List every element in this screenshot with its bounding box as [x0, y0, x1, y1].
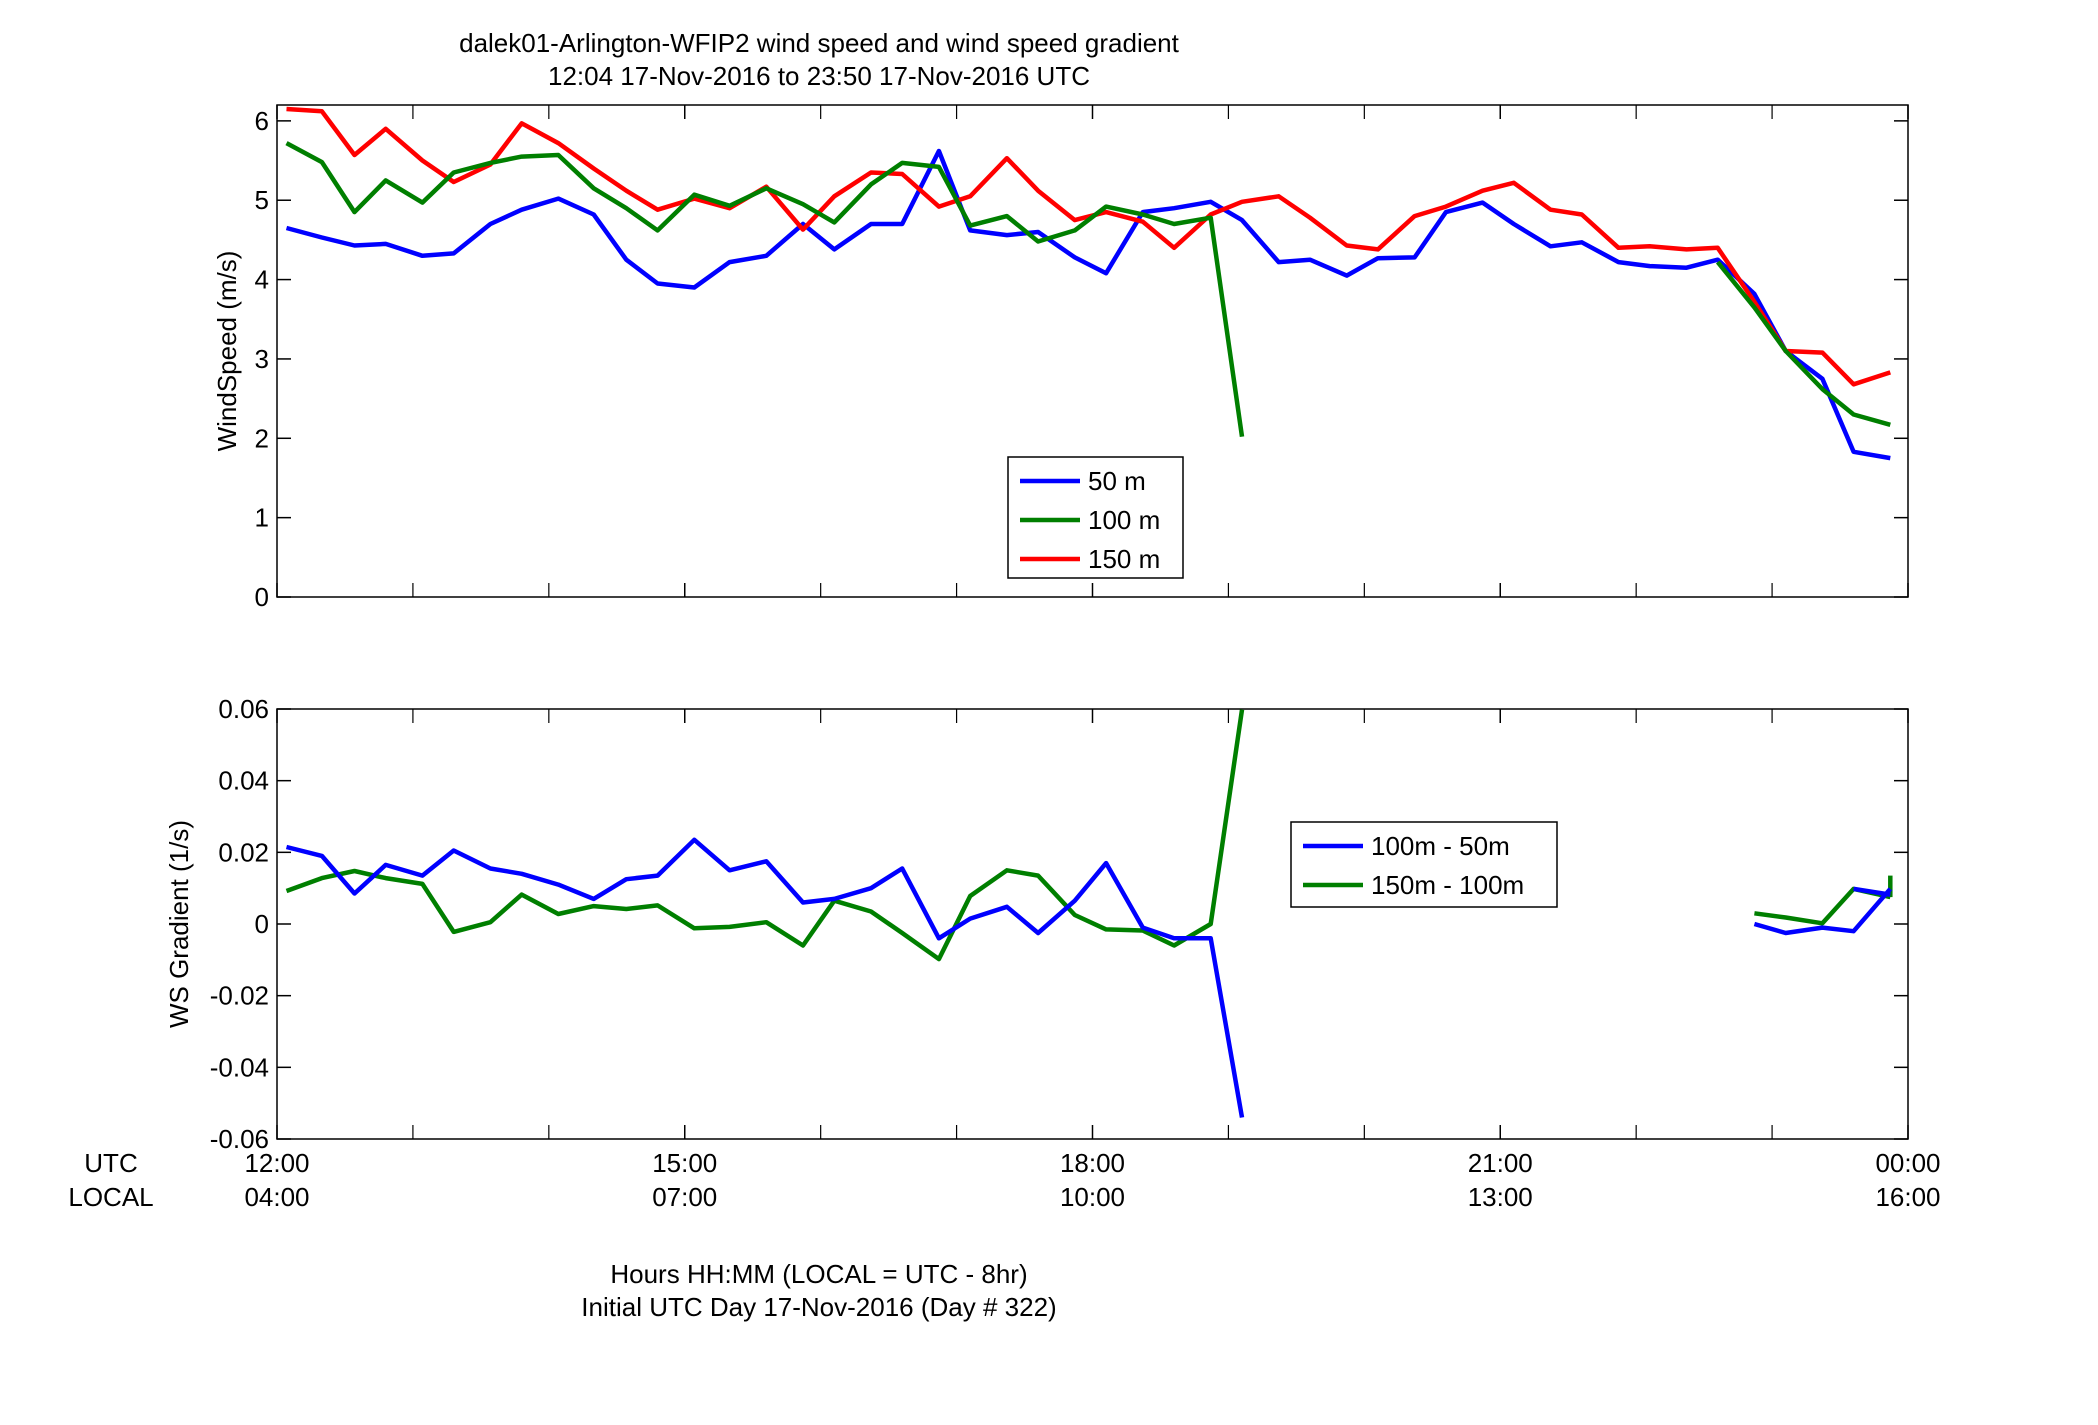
wind-speed-y-axis-label: WindSpeed (m/s)	[212, 251, 242, 452]
gradient-ytick-label: 0	[255, 909, 269, 939]
wind-speed-ytick-label: 3	[255, 344, 269, 374]
gradient-ytick-label: 0.04	[218, 766, 269, 796]
gradient-ytick-label: -0.02	[210, 981, 269, 1011]
x-axis-label-line1: Hours HH:MM (LOCAL = UTC - 8hr)	[610, 1259, 1027, 1289]
gradient-ytick-label: -0.04	[210, 1052, 269, 1082]
wind-speed-legend-entry: 150 m	[1088, 544, 1160, 574]
series-100-50-line-late	[1753, 887, 1892, 936]
figure-title-line1: dalek01-Arlington-WFIP2 wind speed and w…	[459, 28, 1180, 58]
xtick-label-utc: 00:00	[1875, 1148, 1940, 1178]
xtick-label-utc: 12:00	[244, 1148, 309, 1178]
wind-speed-axes: 0 1 2 3 4 5 6 WindSpeed (m/s) 50 m 100 m 150 m	[212, 104, 1909, 612]
gradient-legend	[1290, 821, 1558, 908]
wind-speed-ytick-label: 6	[255, 106, 269, 136]
series-100-50-line-tail	[1853, 886, 1891, 897]
series-50m-line	[285, 148, 1891, 461]
wind-speed-ytick-label: 1	[255, 503, 269, 533]
xtick-label-local: 04:00	[244, 1182, 309, 1212]
wind-speed-legend-entry: 100 m	[1088, 505, 1160, 535]
xtick-label-utc: 18:00	[1060, 1148, 1125, 1178]
xtick-label-local: 10:00	[1060, 1182, 1125, 1212]
gradient-ytick-label: -0.06	[210, 1124, 269, 1154]
wind-speed-ytick-label: 4	[255, 265, 269, 295]
gradient-legend-entry: 150m - 100m	[1371, 870, 1524, 900]
x-axis-label-line2: Initial UTC Day 17-Nov-2016 (Day # 322)	[581, 1292, 1056, 1322]
series-100m-line	[285, 141, 1245, 438]
row-label-local: LOCAL	[68, 1182, 153, 1212]
gradient-ytick-label: 0.06	[218, 694, 269, 724]
gradient-ytick-label: 0.02	[218, 837, 269, 867]
xtick-label-local: 07:00	[652, 1182, 717, 1212]
wind-speed-ytick-label: 5	[255, 185, 269, 215]
gradient-axes: -0.06 -0.04 -0.02 0 0.02 0.04 0.06 12:00 04:00 15…	[164, 694, 1941, 1212]
gradient-legend-entry: 100m - 50m	[1371, 831, 1510, 861]
figure-title-line2: 12:04 17-Nov-2016 to 23:50 17-Nov-2016 U…	[548, 61, 1090, 91]
row-label-utc: UTC	[84, 1148, 137, 1178]
xtick-label-local: 13:00	[1468, 1182, 1533, 1212]
xtick-label-local: 16:00	[1875, 1182, 1940, 1212]
wind-speed-legend-entry: 50 m	[1088, 466, 1146, 496]
series-100-50-line	[285, 837, 1245, 1118]
xtick-label-utc: 21:00	[1468, 1148, 1533, 1178]
gradient-y-axis-label: WS Gradient (1/s)	[164, 820, 194, 1028]
wind-speed-ytick-label: 2	[255, 423, 269, 453]
series-150-100-line	[285, 709, 1245, 962]
series-100m-line-late	[1715, 260, 1891, 427]
xtick-label-utc: 15:00	[652, 1148, 717, 1178]
wind-speed-ytick-label: 0	[255, 582, 269, 612]
